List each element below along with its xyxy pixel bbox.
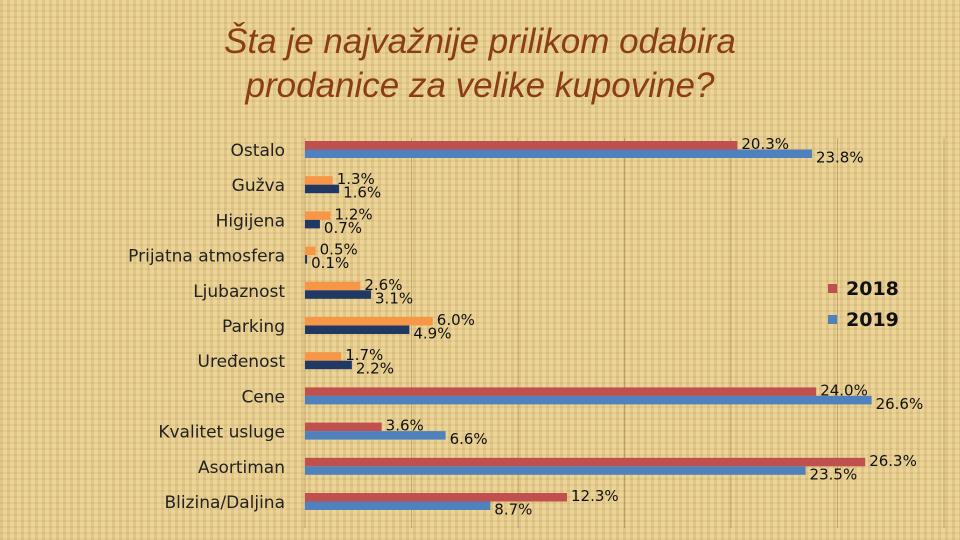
category-label: Uređenost [198, 352, 286, 372]
legend: 2018 2019 [828, 278, 899, 331]
value-label-2019: 3.1% [375, 289, 413, 307]
category-label: Gužva [232, 176, 285, 196]
bar-2019-5 [305, 325, 410, 334]
value-label-2019: 0.7% [324, 219, 362, 237]
title-line-2: prodanice za velike kupovine? [245, 66, 715, 105]
value-label-2018: 1.3% [337, 170, 375, 188]
bar-2019-0 [305, 149, 812, 158]
category-label: Asortiman [198, 458, 285, 478]
category-labels: Ostalo Gužva Higijena Prijatna atmosfera Lju… [128, 141, 285, 513]
bar-2019-4 [305, 290, 372, 299]
slide-title: Šta je najvažnije prilikom odabira proda… [0, 20, 960, 108]
bar-2018-9 [305, 457, 866, 467]
value-label-2018: 2.6% [364, 276, 402, 294]
bar-2019-9 [305, 466, 806, 475]
value-label-2018: 12.3% [571, 487, 619, 505]
value-label-2019: 2.2% [356, 360, 394, 378]
value-label-2019: 4.9% [413, 325, 451, 343]
value-label-2019: 1.6% [343, 184, 381, 202]
bar-2019-1 [305, 184, 340, 194]
bar-2018-8 [305, 422, 382, 432]
value-label-2019: 8.7% [494, 501, 532, 519]
bar-2018-1 [305, 176, 333, 185]
value-label-2018: 3.6% [386, 417, 424, 435]
category-label: Higijena [216, 211, 285, 231]
bar-2018-3 [305, 246, 316, 256]
bar-2019-7 [305, 395, 872, 405]
bar-2019-2 [305, 219, 320, 229]
bar-2018-2 [305, 211, 331, 220]
legend-label-2018: 2018 [846, 278, 899, 300]
value-label-2018: 1.2% [335, 205, 373, 223]
value-label-2019: 26.6% [876, 395, 924, 413]
legend-label-2019: 2019 [846, 309, 899, 331]
bar-2018-7 [305, 387, 817, 396]
category-label: Prijatna atmosfera [128, 247, 285, 267]
bar-2018-10 [305, 493, 567, 502]
legend-swatch-2018 [828, 284, 837, 293]
bar-2019-3 [305, 255, 308, 264]
value-label-2018: 20.3% [741, 135, 789, 153]
bar-2018-5 [305, 317, 433, 326]
bar-2019-6 [305, 360, 352, 370]
value-label-2019: 23.5% [810, 465, 858, 483]
value-label-2018: 24.0% [820, 381, 868, 399]
value-label-2018: 26.3% [869, 452, 917, 470]
bar-series [305, 141, 872, 510]
category-label: Blizina/Daljina [164, 493, 285, 513]
bar-2018-4 [305, 281, 361, 291]
category-label: Cene [241, 387, 285, 407]
bar-2019-10 [305, 501, 491, 510]
category-label: Ljubaznost [193, 282, 285, 302]
bar-2018-0 [305, 141, 738, 150]
value-label-2019: 0.1% [311, 254, 349, 272]
value-labels: 20.3%23.8%1.3%1.6%1.2%0.7%0.5%0.1%2.6%3.… [311, 135, 923, 519]
category-label: Parking [222, 317, 285, 337]
category-label: Kvalitet usluge [158, 423, 285, 443]
title-line-1: Šta je najvažnije prilikom odabira [224, 22, 736, 61]
category-label: Ostalo [231, 141, 285, 161]
value-label-2018: 6.0% [437, 311, 475, 329]
value-label-2019: 6.6% [450, 430, 488, 448]
legend-swatch-2019 [828, 315, 837, 324]
value-label-2018: 1.7% [345, 346, 383, 364]
bar-2019-8 [305, 431, 446, 440]
bar-2018-6 [305, 352, 342, 361]
value-label-2018: 0.5% [320, 241, 358, 259]
value-label-2019: 23.8% [816, 149, 864, 167]
